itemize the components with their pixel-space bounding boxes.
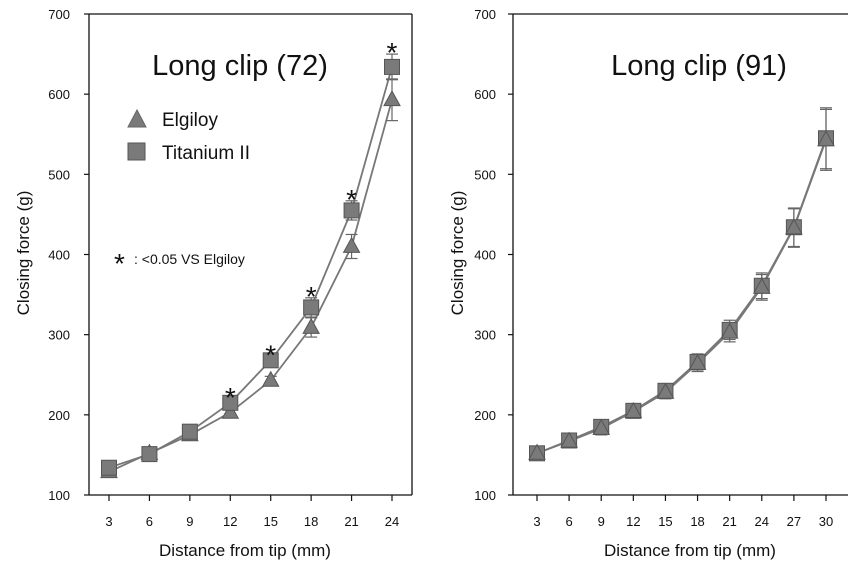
series-line <box>108 99 393 473</box>
significance-star: * <box>306 281 317 312</box>
data-point-triangle <box>720 322 739 339</box>
plot-area: * * * * * <box>100 37 401 479</box>
legend-label-titanium-ii: Titanium II <box>162 143 250 164</box>
x-tick-label: 18 <box>690 514 704 529</box>
significance-note-symbol: * <box>114 248 125 279</box>
data-point-triangle <box>342 236 361 253</box>
x-tick-label: 15 <box>263 514 277 529</box>
chart-panel-long-clip-91: Long clip (91) Distance from tip (mm) Cl… <box>448 7 848 560</box>
data-point-square <box>181 423 198 440</box>
x-tick-label: 21 <box>722 514 736 529</box>
legend: Elgiloy Titanium II <box>127 108 250 164</box>
legend-marker-titanium-ii <box>127 142 146 161</box>
x-tick-label: 12 <box>626 514 640 529</box>
y-tick-label: 100 <box>48 488 70 503</box>
axes: 100 200 300 400 500 600 700 3 6 9 12 15 18 21 24 <box>48 7 413 529</box>
data-point-square <box>262 352 279 369</box>
y-tick-label: 500 <box>48 167 70 182</box>
x-axis-title: Distance from tip (mm) <box>159 541 331 560</box>
data-point-square <box>343 202 360 219</box>
x-axis-title: Distance from tip (mm) <box>604 541 776 560</box>
y-tick-label: 200 <box>474 408 496 423</box>
data-point-triangle <box>785 218 803 235</box>
x-tick-label: 24 <box>755 514 769 529</box>
data-point-triangle <box>688 353 707 370</box>
x-tick-label: 21 <box>344 514 358 529</box>
y-tick-label: 600 <box>48 87 70 102</box>
significance-star: * <box>265 339 276 370</box>
legend-label-elgiloy: Elgiloy <box>162 110 218 131</box>
series-line <box>108 66 393 469</box>
x-tick-label: 27 <box>787 514 801 529</box>
y-tick-label: 300 <box>48 328 70 343</box>
data-point-triangle <box>592 418 611 435</box>
data-point-square <box>384 58 400 75</box>
data-point-triangle <box>302 317 320 334</box>
x-tick-label: 6 <box>565 514 572 529</box>
significance-star: * <box>387 37 398 68</box>
x-tick-label: 12 <box>223 514 237 529</box>
significance-star: * <box>346 184 357 215</box>
y-axis-title: Closing force (g) <box>14 191 33 316</box>
data-point-triangle <box>656 382 675 399</box>
significance-star: * <box>225 382 236 413</box>
significance-note-text: : <0.05 VS Elgiloy <box>134 251 245 267</box>
series-line <box>536 139 827 455</box>
chart-panel-long-clip-72: Long clip (72) Distance from tip (mm) Cl… <box>14 7 413 560</box>
x-tick-label: 15 <box>658 514 672 529</box>
x-tick-label: 9 <box>598 514 605 529</box>
x-tick-label: 6 <box>146 514 153 529</box>
legend-marker-elgiloy <box>127 108 147 128</box>
data-point-square <box>303 299 320 316</box>
x-tick-label: 9 <box>186 514 193 529</box>
y-tick-label: 100 <box>474 488 496 503</box>
y-tick-label: 200 <box>48 408 70 423</box>
data-point-square <box>141 446 158 463</box>
y-tick-label: 400 <box>48 248 70 263</box>
significance-note: * : <0.05 VS Elgiloy <box>114 248 245 279</box>
x-tick-label: 3 <box>105 514 112 529</box>
x-tick-label: 24 <box>385 514 399 529</box>
data-point-triangle <box>624 401 643 419</box>
axes: 100 200 300 400 500 600 700 3 6 9 12 15 18 21 24 27 30 <box>474 7 848 529</box>
y-tick-label: 400 <box>474 248 496 263</box>
data-point-triangle <box>261 370 280 387</box>
data-point-triangle <box>817 130 835 147</box>
series-line <box>536 137 827 455</box>
data-point-triangle <box>221 402 240 419</box>
y-tick-label: 700 <box>474 7 496 22</box>
x-tick-label: 30 <box>819 514 833 529</box>
y-tick-label: 600 <box>474 87 496 102</box>
x-tick-label: 3 <box>533 514 540 529</box>
chart-title: Long clip (91) <box>611 50 787 82</box>
plot-area <box>528 107 835 462</box>
y-tick-label: 700 <box>48 7 70 22</box>
data-point-triangle <box>528 443 546 460</box>
data-point-triangle <box>383 90 401 107</box>
chart-title: Long clip (72) <box>152 50 328 82</box>
data-point-square <box>222 394 239 411</box>
data-point-square <box>101 459 117 476</box>
y-tick-label: 500 <box>474 167 496 182</box>
data-point-triangle <box>560 431 578 448</box>
y-tick-label: 300 <box>474 328 496 343</box>
y-axis-title: Closing force (g) <box>448 191 467 316</box>
data-point-triangle <box>752 277 771 294</box>
x-tick-label: 18 <box>304 514 318 529</box>
